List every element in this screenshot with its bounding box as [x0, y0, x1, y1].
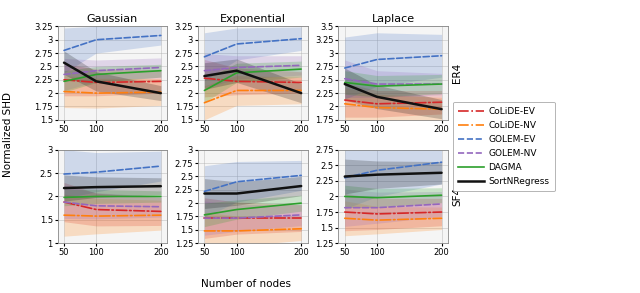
Text: Normalized SHD: Normalized SHD	[3, 92, 13, 177]
Text: Number of nodes: Number of nodes	[202, 279, 291, 289]
Title: Exponential: Exponential	[220, 14, 286, 24]
Title: Gaussian: Gaussian	[87, 14, 138, 24]
Title: Laplace: Laplace	[372, 14, 415, 24]
Legend: CoLiDE-EV, CoLiDE-NV, GOLEM-EV, GOLEM-NV, DAGMA, SortNRegress: CoLiDE-EV, CoLiDE-NV, GOLEM-EV, GOLEM-NV…	[453, 102, 555, 191]
Text: SF4: SF4	[452, 187, 462, 206]
Text: ER4: ER4	[452, 63, 462, 83]
